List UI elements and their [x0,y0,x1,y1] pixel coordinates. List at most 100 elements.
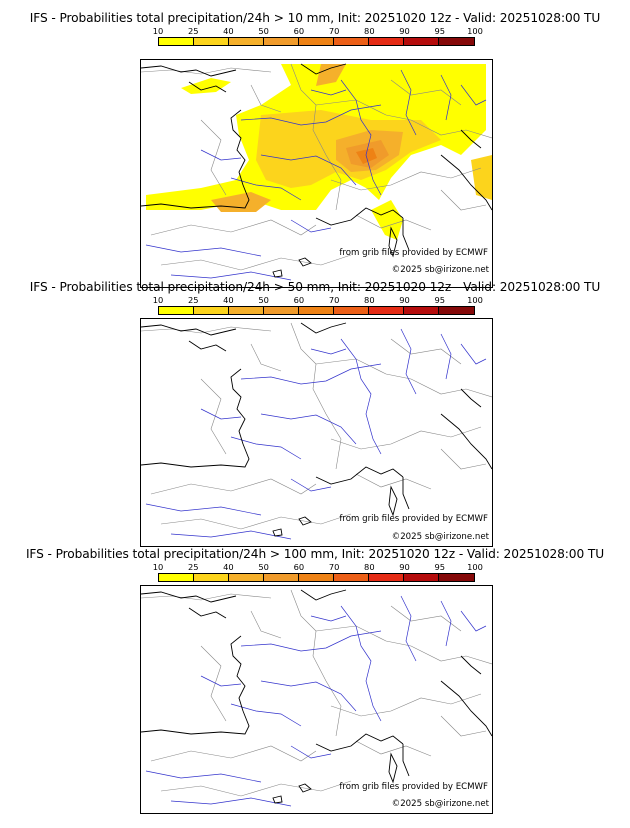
river-line [260,680,357,712]
coast-line [440,154,492,211]
colorbar-segment [264,38,299,45]
river-line [290,219,332,233]
map-svg [141,589,492,807]
river-line [400,595,417,662]
border-line [290,589,342,737]
border-line [355,473,432,490]
panel-title: IFS - Probabilities total precipitation/… [29,11,601,25]
panel-title: IFS - Probabilities total precipitation/… [29,280,601,294]
river-line [200,408,242,420]
coast-line [272,269,283,278]
colorbar-tick-label: 50 [258,295,269,305]
coast-line [141,184,250,209]
colorbar-tick-label: 50 [258,26,269,36]
map-panel-50mm: IFS - Probabilities total precipitation/… [0,280,630,548]
border-line [290,63,342,211]
border-line [290,322,342,470]
border-line [141,326,272,334]
coast-line [298,257,312,267]
colorbar-tick-label: 40 [223,26,234,36]
colorbar-segment [194,38,229,45]
coast-line [141,443,250,468]
river-line [230,436,302,460]
river-line [240,363,382,385]
map-panel-10mm: IFS - Probabilities total precipitation/… [0,11,630,288]
river-line [145,244,262,257]
coast-line [402,218,410,251]
coast-line [300,63,347,75]
colorbar-segment [404,574,439,581]
river-line [230,703,302,727]
colorbar-segment [229,307,264,314]
coast-line [440,413,492,470]
border-line [150,478,317,495]
colorbar-segment [299,307,334,314]
border-line [390,338,462,365]
river-line [400,69,417,136]
border-line [440,448,487,470]
colorbar-segment [439,307,474,314]
border-line [355,740,432,757]
colorbar-tick-label: 100 [467,295,483,305]
colorbar-segment [229,574,264,581]
border-line [141,593,272,601]
coast-line [188,81,227,93]
river-line [170,530,292,540]
borders [141,322,492,530]
borders [141,63,492,271]
coast-line [440,680,492,737]
border-line [315,625,492,665]
river-line [290,478,332,492]
colorbar-tick-label: 10 [152,26,164,36]
source-credit: from grib files provided by ECMWF [339,514,488,524]
coast-line [402,477,410,510]
coast-line [460,129,482,149]
border-line [440,189,487,211]
coast-line [141,324,237,336]
river-line [340,605,382,722]
border-line [315,358,492,398]
colorbar-segment [439,38,474,45]
colorbar-tick-label: 60 [293,295,305,305]
border-line [355,214,432,231]
border-line [390,605,462,632]
coast-line [230,635,246,712]
colorbar-tick-label: 95 [434,26,446,36]
colorbar-tick-labels: 10 25 40 50 60 70 80 90 95 100 [153,26,483,37]
colorbar-tick-label: 90 [399,562,410,572]
river-line [310,348,347,355]
river-line [230,177,302,201]
shade-area [211,192,271,212]
border-line [330,426,482,450]
border-line [160,254,352,271]
coast-line [460,388,482,408]
coast-line [315,207,404,226]
colorbar-tick-label: 70 [328,26,340,36]
coast-line [188,607,227,619]
rivers [145,69,487,281]
colorbar-segment [159,307,194,314]
border-line [250,84,282,113]
river-line [170,797,292,807]
colorbar-segment [369,307,404,314]
river-line [290,745,332,759]
source-credit: from grib files provided by ECMWF [339,782,488,792]
colorbar-segment [369,38,404,45]
river-line [440,600,452,647]
colorbar-tick-labels: 10 25 40 50 60 70 80 90 95 100 [153,295,483,306]
shade-area [471,155,492,200]
colorbar [158,306,475,315]
colorbar-segment [194,574,229,581]
copyright-credit: ©2025 sb@irizone.net [391,799,489,809]
river-line [440,74,452,121]
colorbar [158,37,475,46]
colorbar-tick-label: 40 [223,295,234,305]
coast-line [315,733,404,752]
colorbar-tick-label: 95 [434,295,446,305]
map-svg [141,63,492,281]
river-line [460,343,487,365]
colorbar-segment [404,38,439,45]
map-svg [141,322,492,540]
coast-line [141,710,250,735]
coast-line [402,744,410,777]
